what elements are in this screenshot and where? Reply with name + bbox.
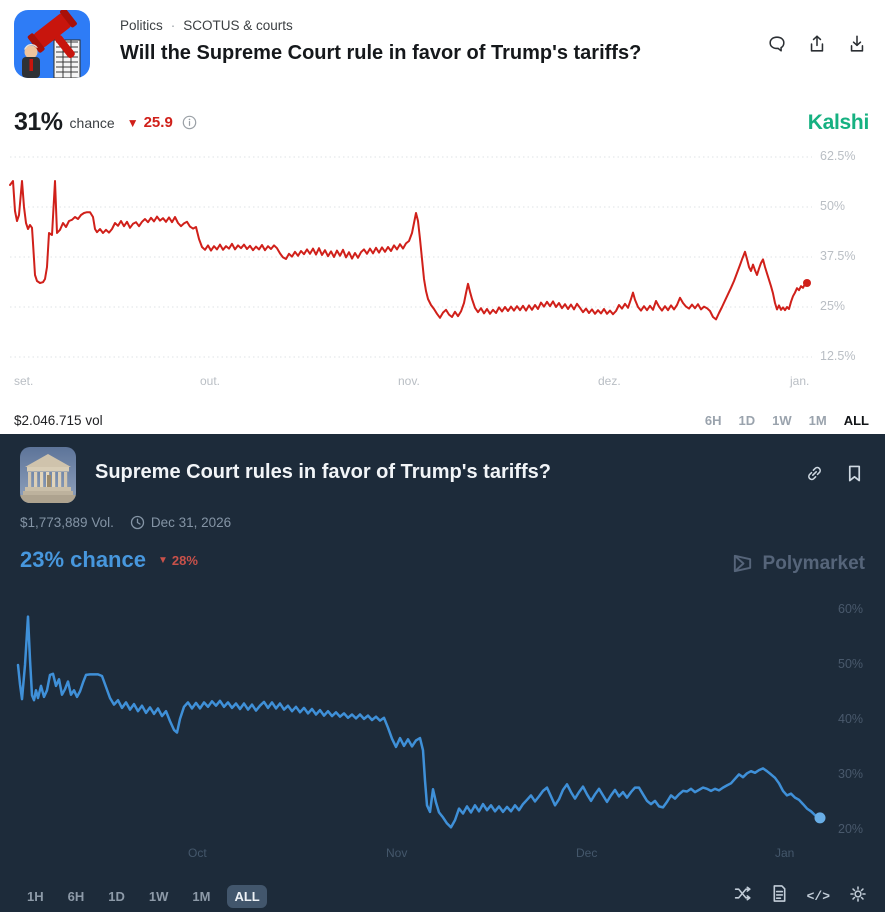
polymarket-x-axis: Oct Nov Dec Jan [0, 846, 885, 862]
y-axis-label: 20% [838, 822, 864, 836]
volume-text: $2.046.715 vol [14, 412, 103, 428]
polymarket-logo-text: Polymarket [762, 552, 865, 574]
polymarket-watermark: Polymarket [731, 552, 865, 575]
timeframe-1w[interactable]: 1W [148, 888, 169, 904]
x-axis-label: out. [200, 374, 221, 388]
comment-icon[interactable] [767, 34, 787, 54]
y-axis-label: 50% [820, 199, 846, 213]
y-axis-label: 60% [838, 602, 864, 616]
x-axis-label: set. [14, 374, 34, 388]
bookmark-icon[interactable] [846, 464, 863, 488]
timeframe-all[interactable]: ALL [843, 412, 869, 428]
breadcrumb-subcategory[interactable]: SCOTUS & courts [183, 18, 293, 33]
y-axis-label: 40% [838, 712, 864, 726]
chance-label: chance [69, 114, 115, 131]
change-value: 25.9 [143, 114, 173, 131]
market-title: Supreme Court rules in favor of Trump's … [95, 461, 551, 483]
change-down-arrow-icon: ▼ [157, 554, 168, 566]
timeframe-selector: 6H 1D 1W 1M ALL [705, 413, 869, 428]
market-thumbnail-gavel [14, 10, 90, 78]
polymarket-price-line [16, 615, 822, 829]
code-icon[interactable]: </> [806, 888, 830, 904]
x-axis-label: jan. [790, 374, 810, 388]
kalshi-price-line [9, 180, 808, 321]
download-icon[interactable] [847, 34, 867, 54]
y-axis-label: 12.5% [820, 349, 856, 363]
timeframe-1m[interactable]: 1M [808, 412, 827, 428]
y-axis-label: 30% [838, 767, 864, 781]
x-axis-label: Nov [386, 846, 408, 860]
timeframe-1m[interactable]: 1M [192, 888, 211, 904]
polymarket-logo-icon [733, 554, 751, 573]
kalshi-chart: 62.5% 50% 37.5% 25% 12.5% [0, 149, 885, 365]
market-thumbnail-supreme-court [20, 447, 76, 503]
x-axis-label: Oct [188, 846, 207, 860]
price-summary: 31% chance ▼ 25.9 [14, 108, 197, 137]
x-axis-label: Jan [775, 846, 795, 860]
latest-point-dot [803, 279, 811, 287]
kalshi-x-axis: set. out. nov. dez. jan. [0, 374, 885, 390]
breadcrumb: Politics · SCOTUS & courts [120, 18, 293, 33]
y-axis-label: 37.5% [820, 249, 856, 263]
timeframe-all[interactable]: ALL [227, 884, 267, 908]
chance-value: 31% [14, 108, 63, 136]
kalshi-market-panel: Politics · SCOTUS & courts Will the Supr… [0, 0, 885, 434]
polymarket-panel: Supreme Court rules in favor of Trump's … [0, 434, 885, 912]
end-date: Dec 31, 2026 [150, 515, 232, 530]
polymarket-footer: 1H 6H 1D 1W 1M ALL </> [0, 882, 885, 910]
x-axis-label: dez. [598, 374, 621, 388]
timeframe-1d[interactable]: 1D [738, 412, 756, 428]
timeframe-selector: 1H 6H 1D 1W 1M ALL [20, 884, 267, 908]
timeframe-6h[interactable]: 6H [704, 412, 722, 428]
timeframe-1h[interactable]: 1H [27, 888, 44, 904]
chance-value: 23% chance [20, 547, 146, 572]
share-icon[interactable] [807, 34, 827, 54]
timeframe-6h[interactable]: 6H [67, 888, 85, 904]
price-summary: 23% chance ▼ 28% [20, 547, 198, 573]
latest-point-dot [814, 812, 826, 824]
kalshi-footer: $2.046.715 vol 6H 1D 1W 1M ALL [0, 406, 885, 434]
y-axis-label: 62.5% [820, 149, 856, 163]
document-icon[interactable] [771, 884, 788, 908]
y-axis-label: 25% [820, 299, 846, 313]
info-icon[interactable] [182, 115, 197, 130]
clock-icon [130, 515, 145, 530]
gear-icon[interactable] [849, 885, 867, 908]
supreme-court-illustration [20, 447, 76, 503]
breadcrumb-category[interactable]: Politics [120, 18, 163, 33]
timeframe-1d[interactable]: 1D [108, 888, 125, 904]
market-title: Will the Supreme Court rule in favor of … [120, 42, 642, 64]
y-axis-label: 50% [838, 657, 864, 671]
change-value: 28% [171, 552, 198, 568]
polymarket-chart: 60% 50% 40% 30% 20% [0, 598, 885, 848]
change-down-arrow-icon: ▼ [126, 115, 139, 130]
gavel-illustration [14, 10, 90, 78]
x-axis-label: Dec [576, 846, 598, 860]
shuffle-icon[interactable] [733, 884, 752, 908]
link-icon[interactable] [805, 464, 824, 488]
volume-text: $1,773,889 Vol. [20, 515, 114, 530]
x-axis-label: nov. [398, 374, 420, 388]
market-meta: $1,773,889 Vol. Dec 31, 2026 [20, 515, 231, 530]
breadcrumb-separator: · [170, 18, 176, 33]
kalshi-logo: Kalshi [807, 111, 870, 134]
timeframe-1w[interactable]: 1W [772, 412, 792, 428]
